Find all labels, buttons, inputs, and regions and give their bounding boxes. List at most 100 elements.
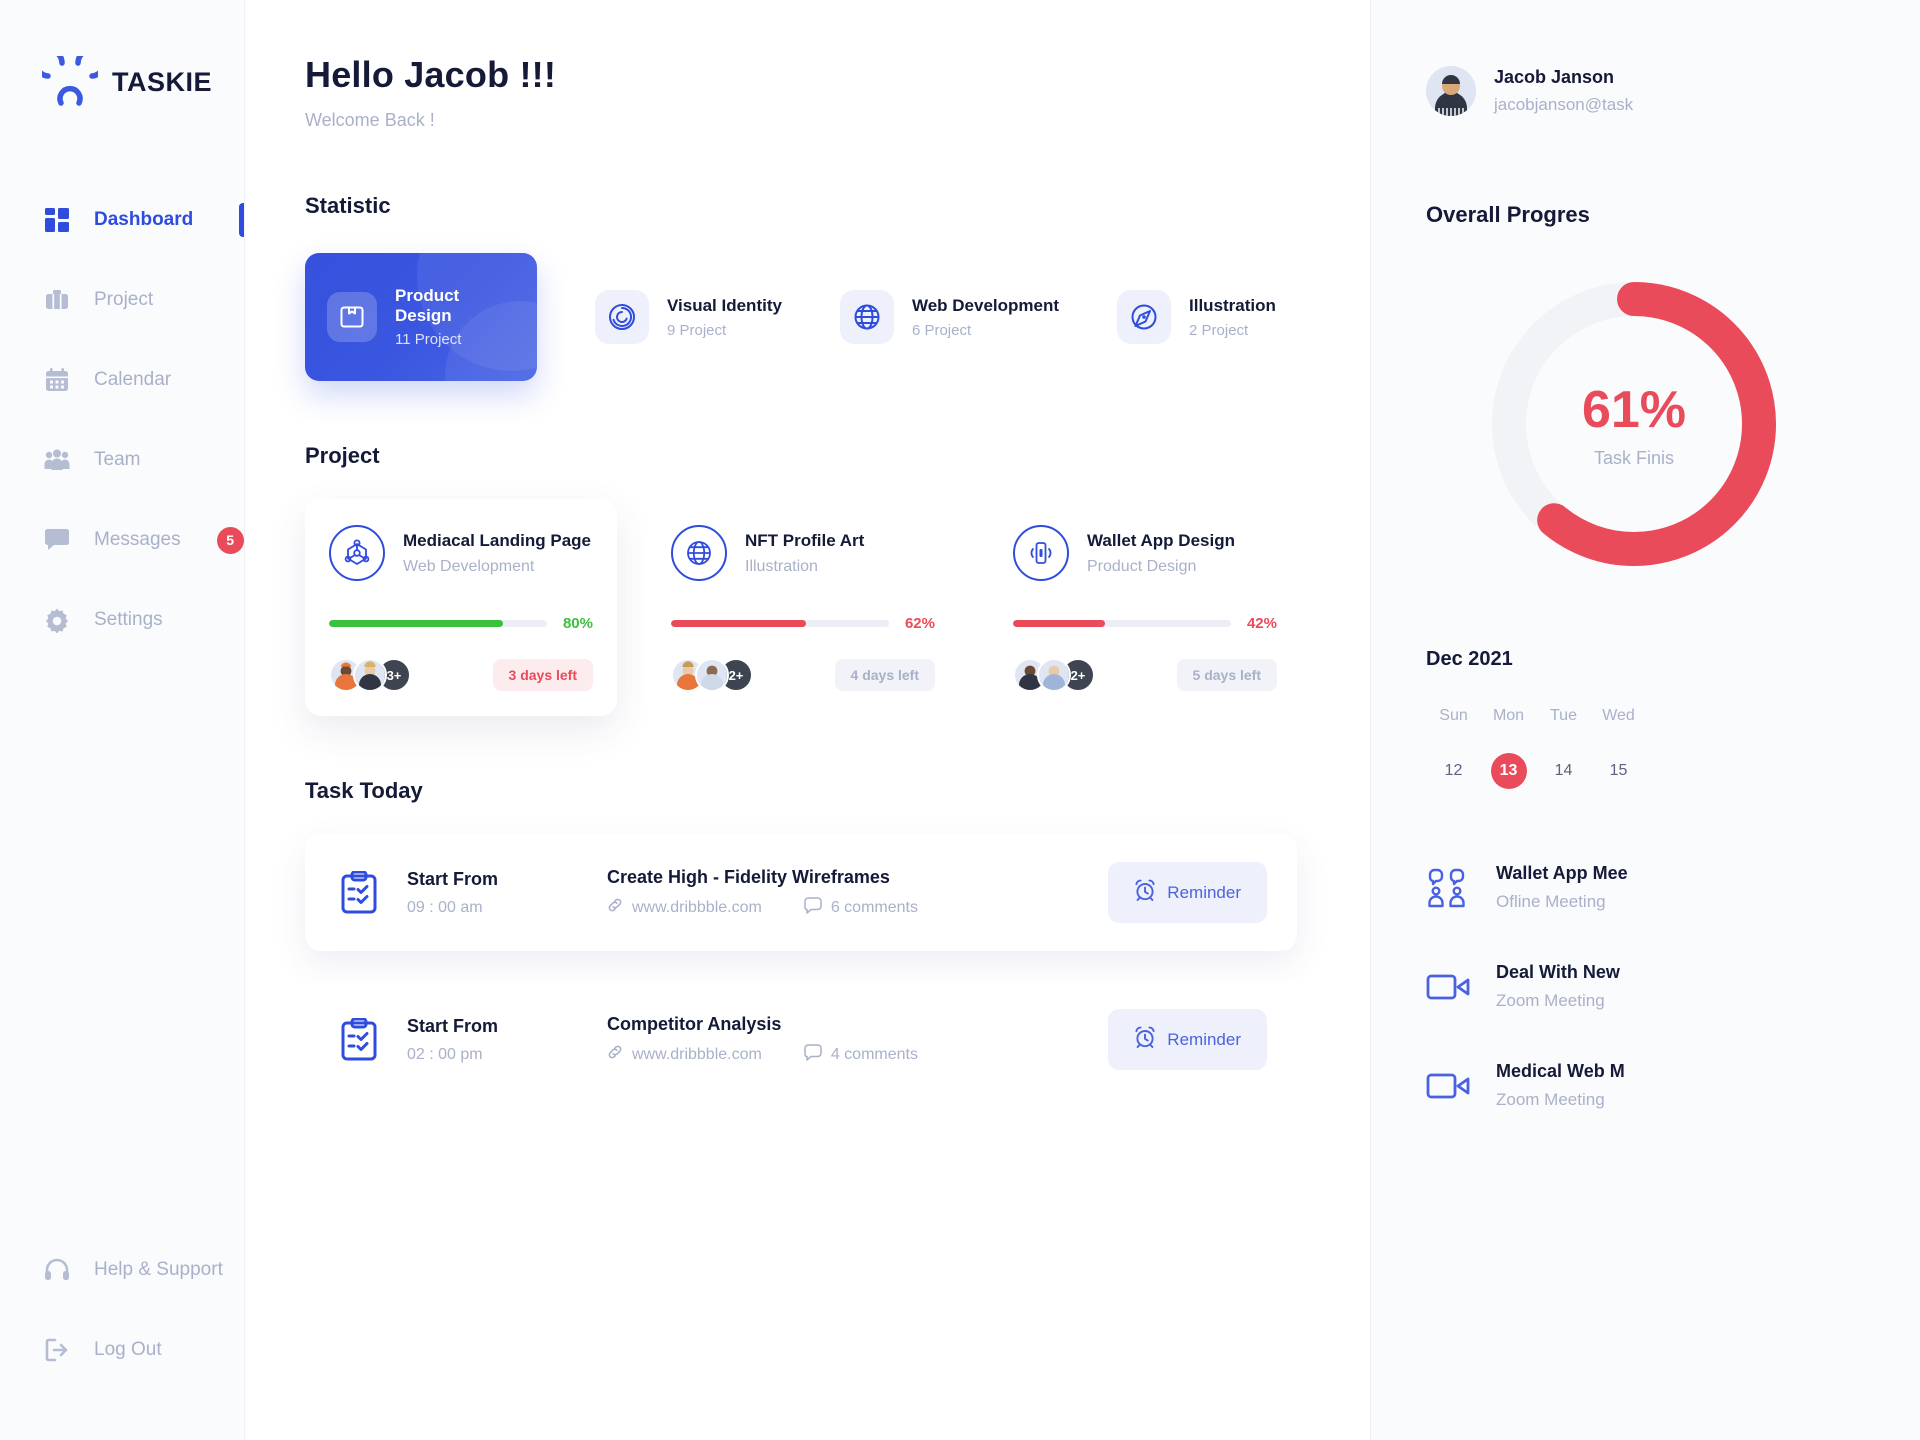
task-meta: www.dribbble.com 6 comments bbox=[607, 896, 1108, 919]
task-start-label: Start From bbox=[407, 868, 499, 889]
overall-progress-title: Overall Progres bbox=[1426, 202, 1590, 227]
task-row[interactable]: Start From 02 : 00 pm Competitor Analysi… bbox=[305, 981, 1297, 1098]
project-card-head: Mediacal Landing Page Web Development bbox=[329, 525, 593, 581]
sidebar-item-label: Team bbox=[94, 449, 141, 470]
sidebar-item-team[interactable]: Team bbox=[0, 420, 244, 500]
task-comments[interactable]: 6 comments bbox=[804, 896, 918, 919]
sidebar-item-messages[interactable]: Messages 5 bbox=[0, 500, 244, 580]
calendar-date[interactable]: 12 bbox=[1444, 762, 1463, 779]
calendar-icon bbox=[42, 365, 72, 395]
task-comments[interactable]: 4 comments bbox=[804, 1043, 918, 1066]
sidebar-bottom-nav: Help & Support Log Out bbox=[0, 1230, 244, 1440]
progress-percent: 62% bbox=[904, 615, 935, 632]
project-card-name: Mediacal Landing Page bbox=[403, 530, 591, 550]
task-start-block: Start From 02 : 00 pm bbox=[407, 1016, 607, 1064]
project-card-wallet-app-design[interactable]: Wallet App Design Product Design 42% bbox=[989, 499, 1301, 716]
group-chat-icon bbox=[1426, 868, 1472, 908]
task-comments-text: 6 comments bbox=[830, 898, 918, 916]
reminder-button[interactable]: Reminder bbox=[1108, 862, 1267, 923]
task-link[interactable]: www.dribbble.com bbox=[607, 897, 762, 918]
avatar-group[interactable]: 2+ bbox=[1013, 658, 1095, 692]
briefcase-icon bbox=[42, 285, 72, 315]
headset-icon bbox=[42, 1255, 72, 1285]
project-card-category: Web Development bbox=[403, 557, 535, 575]
stat-card-illustration[interactable]: Illustration 2 Project bbox=[1117, 290, 1276, 344]
task-comments-text: 4 comments bbox=[830, 1045, 918, 1063]
sidebar-item-label: Calendar bbox=[94, 369, 172, 390]
stat-card-name: Product Design bbox=[395, 286, 460, 325]
globe-icon bbox=[839, 290, 894, 344]
comment-icon bbox=[804, 896, 822, 919]
calendar-date[interactable]: 14 bbox=[1554, 762, 1573, 779]
project-progress: 42% bbox=[1013, 615, 1277, 632]
task-link-text: www.dribbble.com bbox=[632, 898, 762, 916]
comment-icon bbox=[804, 1043, 822, 1066]
stat-card-name: Illustration bbox=[1189, 295, 1276, 315]
pen-compass-icon bbox=[1117, 290, 1172, 344]
user-name: Jacob Janson bbox=[1494, 67, 1615, 87]
mobile-signal-icon bbox=[1013, 525, 1069, 581]
messages-badge: 5 bbox=[216, 526, 244, 554]
top-bar: Hello Jacob !!! Welcome Back ! bbox=[305, 0, 1920, 131]
progress-caption: Task Finis bbox=[1593, 447, 1674, 468]
calendar-weekdays: Sun Mon Tue Wed bbox=[1426, 707, 1920, 725]
stat-card-web-development[interactable]: Web Development 6 Project bbox=[839, 290, 1059, 344]
calendar-date[interactable]: 15 bbox=[1609, 762, 1628, 779]
meeting-item-wallet-app[interactable]: Wallet App Mee Ofline Meeting bbox=[1426, 863, 1920, 912]
project-card-footer: 2+ 4 days left bbox=[671, 658, 935, 692]
sidebar-item-label: Help & Support bbox=[94, 1259, 223, 1280]
project-cards: Mediacal Landing Page Web Development 80… bbox=[305, 499, 1920, 716]
overall-progress-chart: 61% Task Finis bbox=[1426, 264, 1920, 566]
project-card-nft-profile-art[interactable]: NFT Profile Art Illustration 62% bbox=[647, 499, 959, 716]
progress-fill bbox=[1013, 620, 1105, 627]
progress-fill bbox=[329, 620, 504, 627]
weekday-label: Sun bbox=[1439, 707, 1468, 724]
progress-track bbox=[1013, 620, 1231, 627]
days-left-badge: 5 days left bbox=[1176, 659, 1277, 691]
calendar-date-today[interactable]: 13 bbox=[1481, 753, 1536, 789]
reminder-button-label: Reminder bbox=[1167, 882, 1241, 902]
weekday-label: Mon bbox=[1492, 707, 1525, 724]
project-card-category: Illustration bbox=[745, 557, 818, 575]
progress-track bbox=[329, 620, 547, 627]
statistic-section: Statistic Product Design 11 Project bbox=[305, 193, 1920, 381]
avatar bbox=[695, 658, 729, 692]
sidebar-item-settings[interactable]: Settings bbox=[0, 580, 244, 660]
sidebar-item-logout[interactable]: Log Out bbox=[0, 1310, 244, 1390]
page-subtitle: Welcome Back ! bbox=[305, 110, 435, 130]
active-indicator bbox=[239, 203, 244, 237]
statistic-title: Statistic bbox=[305, 193, 391, 218]
sidebar: TASKIE Dashboard bbox=[0, 0, 245, 1440]
brand-logo[interactable]: TASKIE bbox=[0, 0, 244, 108]
calendar-dates: 12 13 14 15 bbox=[1426, 753, 1920, 789]
avatar-group[interactable]: 2+ bbox=[671, 658, 753, 692]
project-card-name: Wallet App Design bbox=[1087, 530, 1235, 550]
spiral-icon bbox=[595, 290, 649, 344]
meeting-item-medical-web[interactable]: Medical Web M Zoom Meeting bbox=[1426, 1061, 1920, 1110]
progress-track bbox=[671, 620, 889, 627]
sidebar-item-help-support[interactable]: Help & Support bbox=[0, 1230, 244, 1310]
stat-card-product-design[interactable]: Product Design 11 Project bbox=[305, 253, 537, 381]
link-icon bbox=[607, 897, 623, 918]
reminder-button[interactable]: Reminder bbox=[1108, 1009, 1267, 1070]
avatar bbox=[1037, 658, 1071, 692]
task-today-title: Task Today bbox=[305, 778, 423, 803]
sidebar-item-dashboard[interactable]: Dashboard bbox=[0, 180, 244, 260]
project-card-medical-landing-page[interactable]: Mediacal Landing Page Web Development 80… bbox=[305, 499, 617, 716]
clipboard-check-icon bbox=[335, 870, 383, 915]
task-link[interactable]: www.dribbble.com bbox=[607, 1044, 762, 1065]
sidebar-item-label: Dashboard bbox=[94, 209, 194, 230]
calendar-grid: Sun Mon Tue Wed 12 13 14 15 bbox=[1426, 707, 1920, 789]
taskie-arcs-logo-icon bbox=[33, 47, 107, 108]
avatar-group[interactable]: 3+ bbox=[329, 658, 411, 692]
link-icon bbox=[607, 1044, 623, 1065]
stat-card-visual-identity[interactable]: Visual Identity 9 Project bbox=[595, 290, 782, 344]
sidebar-item-calendar[interactable]: Calendar bbox=[0, 340, 244, 420]
user-profile[interactable]: Jacob Janson jacobjanson@task bbox=[1426, 0, 1920, 116]
task-row[interactable]: Start From 09 : 00 am Create High - Fide… bbox=[305, 834, 1297, 951]
sidebar-item-project[interactable]: Project bbox=[0, 260, 244, 340]
statistic-cards: Product Design 11 Project Visual Identit… bbox=[305, 253, 1920, 381]
progress-percent: 80% bbox=[562, 615, 593, 632]
meeting-item-deal-with-new[interactable]: Deal With New Zoom Meeting bbox=[1426, 962, 1920, 1011]
